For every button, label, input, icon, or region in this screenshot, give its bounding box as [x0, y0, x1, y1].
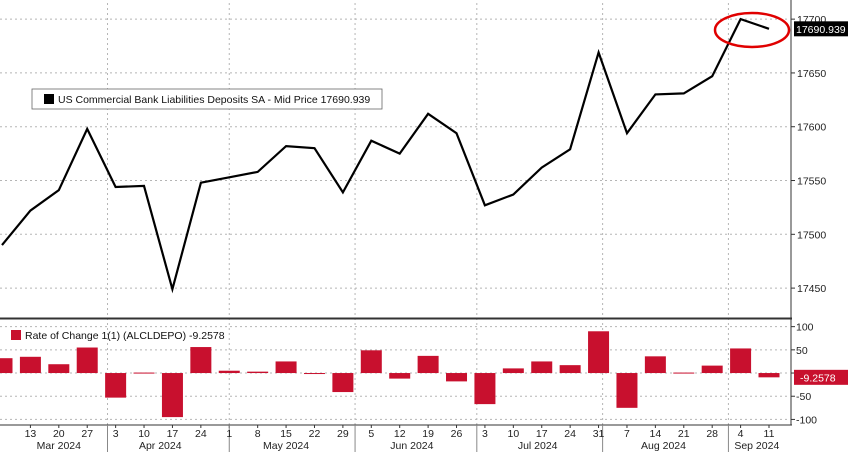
peak-highlight-circle — [713, 11, 791, 49]
roc-bar — [701, 365, 723, 374]
roc-bar — [730, 348, 752, 374]
top-legend-swatch — [44, 94, 54, 104]
bottom-y-tick-label: -50 — [796, 391, 811, 403]
x-day-label: 8 — [255, 428, 261, 440]
x-day-label: 20 — [53, 428, 65, 440]
top-y-tick-label: 17500 — [797, 229, 826, 241]
roc-bar — [303, 373, 325, 375]
roc-bar — [48, 364, 70, 374]
roc-bar — [275, 361, 297, 374]
top-legend: US Commercial Bank Liabilities Deposits … — [31, 88, 383, 110]
x-day-label: 22 — [309, 428, 321, 440]
roc-bar — [758, 373, 780, 378]
roc-bar — [105, 373, 127, 398]
x-day-label: 10 — [138, 428, 150, 440]
x-day-label: 10 — [507, 428, 519, 440]
x-month-label: Jul 2024 — [518, 440, 558, 452]
x-day-label: 3 — [482, 428, 488, 440]
roc-bar — [474, 373, 496, 405]
roc-bar — [559, 365, 581, 374]
bottom-y-tick-label: 50 — [796, 345, 808, 357]
x-day-label: 13 — [25, 428, 37, 440]
bottom-last-value-text: -9.2578 — [800, 372, 836, 384]
roc-bar — [247, 371, 269, 374]
x-day-label: 1 — [226, 428, 232, 440]
roc-bar — [190, 347, 212, 374]
x-day-label: 7 — [624, 428, 630, 440]
x-day-label: 11 — [764, 428, 775, 440]
x-day-label: 24 — [564, 428, 576, 440]
roc-bar — [161, 373, 183, 418]
x-day-label: 21 — [678, 428, 690, 440]
roc-bar — [332, 373, 354, 393]
x-day-label: 12 — [394, 428, 406, 440]
roc-bar — [218, 370, 240, 374]
bottom-legend-label: Rate of Change 1(1) (ALCLDEPO) -9.2578 — [25, 330, 225, 342]
roc-bar — [673, 372, 695, 374]
bottom-legend-swatch — [11, 330, 21, 340]
x-day-label: 17 — [536, 428, 548, 440]
roc-bar — [446, 373, 468, 382]
roc-bar — [19, 356, 41, 374]
x-day-label: 5 — [368, 428, 374, 440]
x-month-label: Jun 2024 — [390, 440, 433, 452]
roc-bar — [531, 361, 553, 374]
roc-bar — [644, 356, 666, 374]
bottom-y-tick-label: 100 — [796, 322, 814, 334]
x-month-label: Apr 2024 — [139, 440, 182, 452]
top-last-value-badge: 17690.939 — [794, 21, 848, 37]
roc-bar — [588, 331, 610, 374]
roc-bar — [133, 372, 155, 374]
deposits-line — [1, 17, 770, 294]
x-day-label: 27 — [81, 428, 93, 440]
x-day-label: 29 — [337, 428, 349, 440]
x-month-label: Sep 2024 — [734, 440, 779, 452]
roc-bar — [616, 373, 638, 408]
x-day-label: 26 — [451, 428, 463, 440]
x-day-label: 24 — [195, 428, 207, 440]
bottom-legend: Rate of Change 1(1) (ALCLDEPO) -9.2578 — [11, 330, 225, 342]
deposits-line-series — [1, 17, 770, 294]
top-y-tick-label: 17450 — [797, 283, 826, 295]
top-legend-label: US Commercial Bank Liabilities Deposits … — [58, 94, 370, 106]
x-month-label: May 2024 — [263, 440, 309, 452]
x-day-label: 15 — [280, 428, 292, 440]
x-day-label: 3 — [113, 428, 119, 440]
roc-bar — [417, 355, 439, 374]
top-y-tick-label: 17550 — [797, 176, 826, 188]
roc-bar — [360, 350, 382, 374]
roc-bar — [502, 368, 524, 374]
roc-bars — [0, 331, 780, 418]
x-day-label: 19 — [422, 428, 434, 440]
roc-bar — [389, 373, 411, 379]
bottom-y-tick-label: -100 — [796, 414, 817, 426]
x-day-label: 14 — [650, 428, 662, 440]
x-day-label: 31 — [593, 428, 605, 440]
top-y-tick-label: 17650 — [797, 68, 826, 80]
roc-bar — [76, 347, 98, 374]
roc-bar — [0, 358, 13, 374]
x-day-label: 17 — [167, 428, 179, 440]
bottom-last-value-badge: -9.2578 — [794, 369, 848, 385]
top-y-tick-label: 17600 — [797, 122, 826, 134]
grid-lines — [0, 3, 790, 425]
x-day-label: 4 — [738, 428, 744, 440]
x-month-label: Aug 2024 — [641, 440, 686, 452]
top-last-value-text: 17690.939 — [796, 24, 846, 36]
x-day-label: 28 — [706, 428, 718, 440]
axes — [0, 0, 795, 452]
x-month-label: Mar 2024 — [37, 440, 82, 452]
